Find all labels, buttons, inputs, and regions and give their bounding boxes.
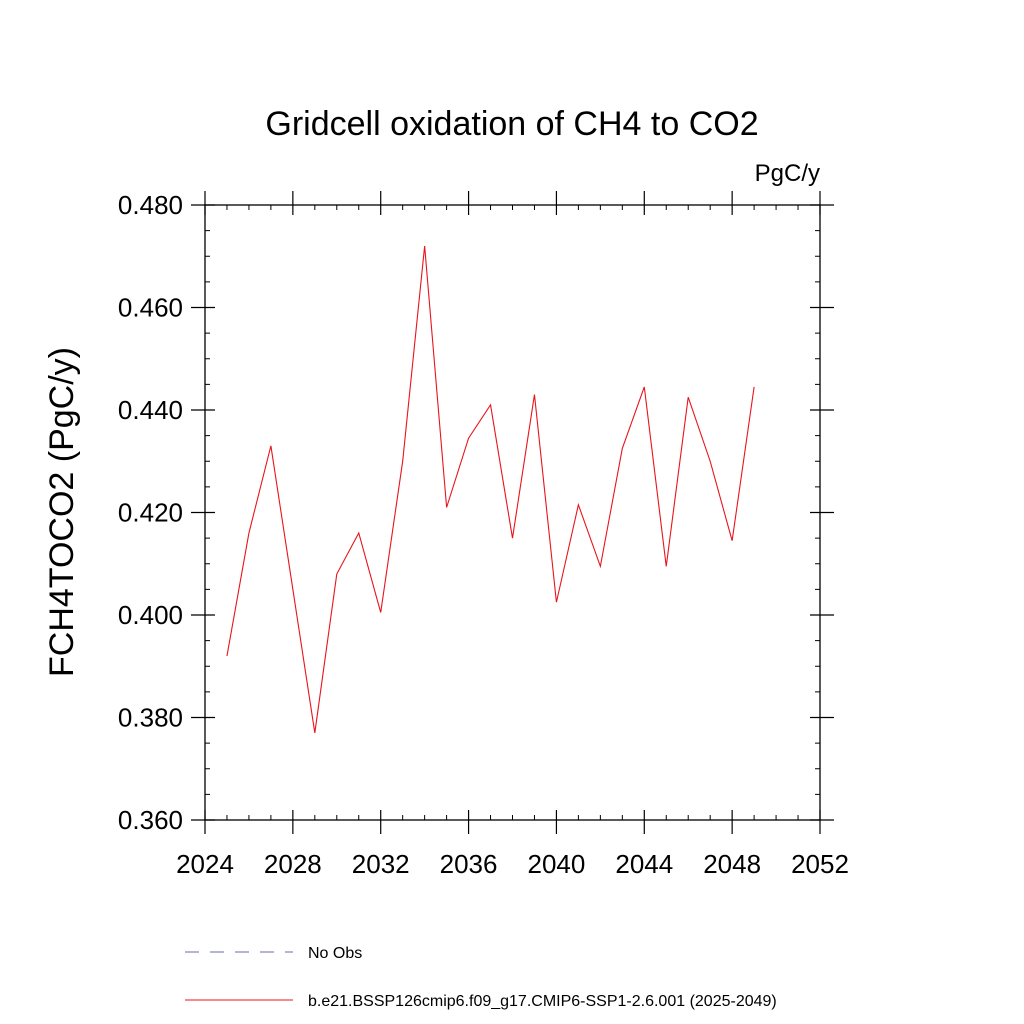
y-tick-label: 0.380 bbox=[118, 703, 183, 733]
x-tick-label: 2024 bbox=[176, 849, 234, 879]
plot-area: 2024 2028 2032 2036 2040 2044 2048 2052 0.360 0.3… bbox=[118, 190, 849, 879]
legend-label: No Obs bbox=[308, 945, 362, 962]
x-tick-label: 2036 bbox=[440, 849, 498, 879]
x-tick-label: 2040 bbox=[528, 849, 586, 879]
y-tick-label: 0.480 bbox=[118, 190, 183, 220]
y-axis-label: FCH4TOCO2 (PgC/y) bbox=[43, 347, 81, 677]
x-tick-label: 2028 bbox=[264, 849, 322, 879]
chart-title: Gridcell oxidation of CH4 to CO2 bbox=[265, 105, 758, 143]
x-tick-label: 2044 bbox=[615, 849, 673, 879]
legend-label: b.e21.BSSP126cmip6.f09_g17.CMIP6-SSP1-2.… bbox=[308, 993, 777, 1010]
y-tick-label: 0.400 bbox=[118, 600, 183, 630]
x-tick-label: 2052 bbox=[791, 849, 849, 879]
legend: No Obs b.e21.BSSP126cmip6.f09_g17.CMIP6-S… bbox=[185, 945, 777, 1010]
y-tick-label: 0.440 bbox=[118, 395, 183, 425]
y-tick-label: 0.360 bbox=[118, 805, 183, 835]
plot-frame bbox=[204, 204, 821, 821]
y-tick-label: 0.420 bbox=[118, 498, 183, 528]
series-line bbox=[226, 245, 755, 733]
x-tick-label: 2032 bbox=[352, 849, 410, 879]
x-tick-label: 2048 bbox=[703, 849, 761, 879]
units-label: PgC/y bbox=[755, 160, 820, 187]
y-tick-label: 0.460 bbox=[118, 293, 183, 323]
